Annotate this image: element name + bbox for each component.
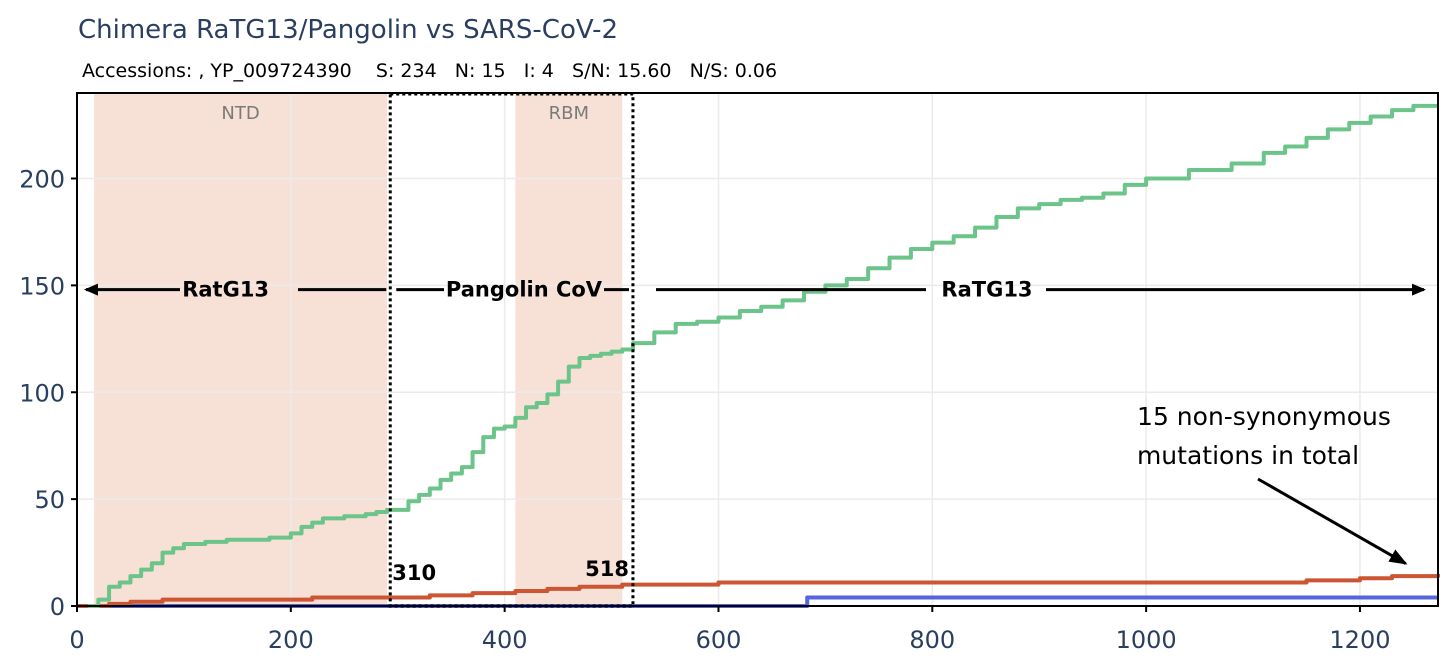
y-tick-label: 200 (19, 166, 65, 194)
boundary-label-start: 310 (392, 561, 436, 585)
axes: 0 200 400 600 800 1000 1200 0 50 100 150 200 (19, 92, 1439, 654)
x-tick-label: 200 (268, 626, 314, 654)
series-line-non-synonymous (77, 573, 1440, 608)
x-tick-label: 0 (69, 626, 84, 654)
annotation-line-2: mutations in total (1137, 441, 1359, 470)
y-tick-label: 100 (19, 379, 65, 407)
y-tick-label: 150 (19, 272, 65, 300)
region-band-rbm (515, 93, 623, 606)
annotation: 15 non-synonymous mutations in total (1137, 402, 1408, 565)
series-line-synonymous (87, 103, 1438, 608)
section-label-ratg13-left: RatG13 (182, 278, 269, 302)
y-tick-label: 50 (34, 486, 65, 514)
plot-frame (76, 92, 1439, 607)
annotation-line-1: 15 non-synonymous (1137, 402, 1391, 431)
region-label-ntd: NTD (221, 103, 259, 124)
x-tick-label: 1200 (1329, 626, 1390, 654)
x-tick-label: 1000 (1116, 626, 1177, 654)
section-label-pangolin: Pangolin CoV (446, 278, 603, 302)
annotation-arrow (1257, 477, 1408, 565)
x-tick-label: 600 (696, 626, 742, 654)
region-labels: NTD RBM (221, 103, 589, 124)
x-tick-label: 400 (482, 626, 528, 654)
y-tick-label: 0 (50, 593, 65, 621)
x-tick-label: 800 (909, 626, 955, 654)
section-label-ratg13-right: RaTG13 (941, 278, 1032, 302)
region-band-ntd (94, 93, 388, 606)
region-label-rbm: RBM (549, 103, 589, 124)
section-arrows: RatG13 Pangolin CoV RaTG13 (84, 278, 1426, 302)
chart-title: Chimera RaTG13/Pangolin vs SARS-CoV-2 (78, 15, 618, 45)
chart-subtitle: Accessions: , YP_009724390 S: 234 N: 15 … (82, 60, 777, 82)
boundary-label-end: 518 (585, 557, 629, 581)
region-bands (94, 93, 623, 606)
